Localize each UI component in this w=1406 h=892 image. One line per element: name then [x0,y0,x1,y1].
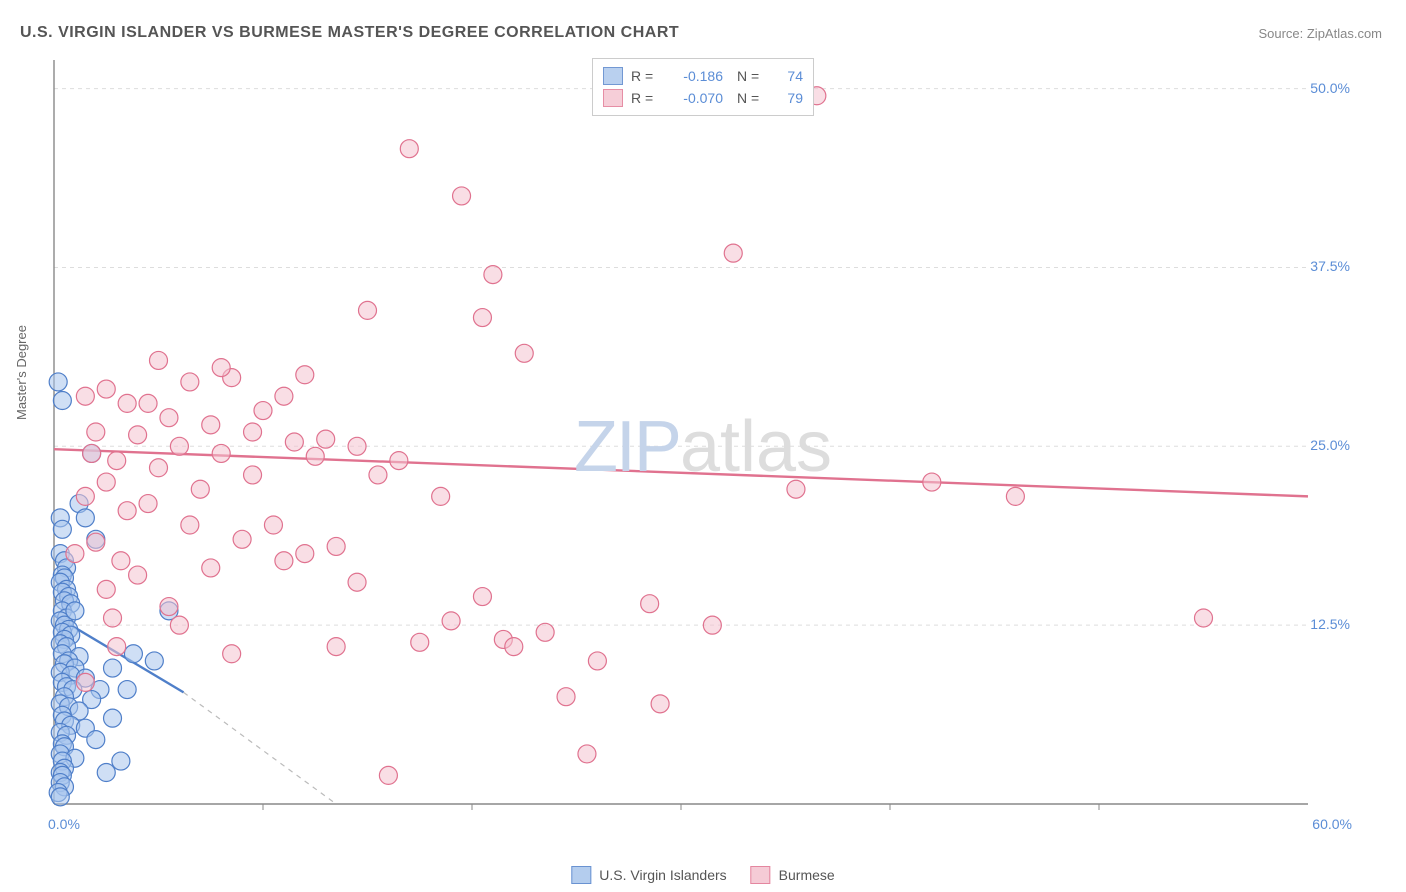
chart-title: U.S. VIRGIN ISLANDER VS BURMESE MASTER'S… [20,24,679,42]
series-legend: U.S. Virgin Islanders Burmese [571,866,834,884]
stat-r-value: -0.186 [667,68,723,84]
stat-n-value: 74 [773,68,803,84]
stat-r-label: R = [631,68,659,84]
x-tick-label: 0.0% [48,816,80,832]
chart-area: ZIPatlas 12.5%25.0%37.5%50.0%0.0%60.0% [48,56,1358,838]
stats-legend: R = -0.186 N = 74 R = -0.070 N = 79 [592,58,814,116]
y-tick-label: 37.5% [1310,258,1350,274]
legend-swatch [571,866,591,884]
stat-r-label: R = [631,90,659,106]
x-tick-label: 60.0% [1312,816,1352,832]
legend-swatch [603,89,623,107]
stats-legend-row: R = -0.186 N = 74 [603,65,803,87]
series-legend-label: Burmese [779,867,835,883]
stats-legend-row: R = -0.070 N = 79 [603,87,803,109]
y-tick-label: 50.0% [1310,80,1350,96]
scatter-plot [48,56,1358,838]
y-axis-label: Master's Degree [14,325,29,420]
y-tick-label: 25.0% [1310,437,1350,453]
legend-swatch [603,67,623,85]
stat-n-label: N = [737,90,765,106]
y-tick-label: 12.5% [1310,616,1350,632]
series-legend-item: Burmese [751,866,835,884]
legend-swatch [751,866,771,884]
series-legend-label: U.S. Virgin Islanders [599,867,726,883]
stat-r-value: -0.070 [667,90,723,106]
stat-n-label: N = [737,68,765,84]
stat-n-value: 79 [773,90,803,106]
source-attribution: Source: ZipAtlas.com [1258,26,1382,41]
series-legend-item: U.S. Virgin Islanders [571,866,726,884]
